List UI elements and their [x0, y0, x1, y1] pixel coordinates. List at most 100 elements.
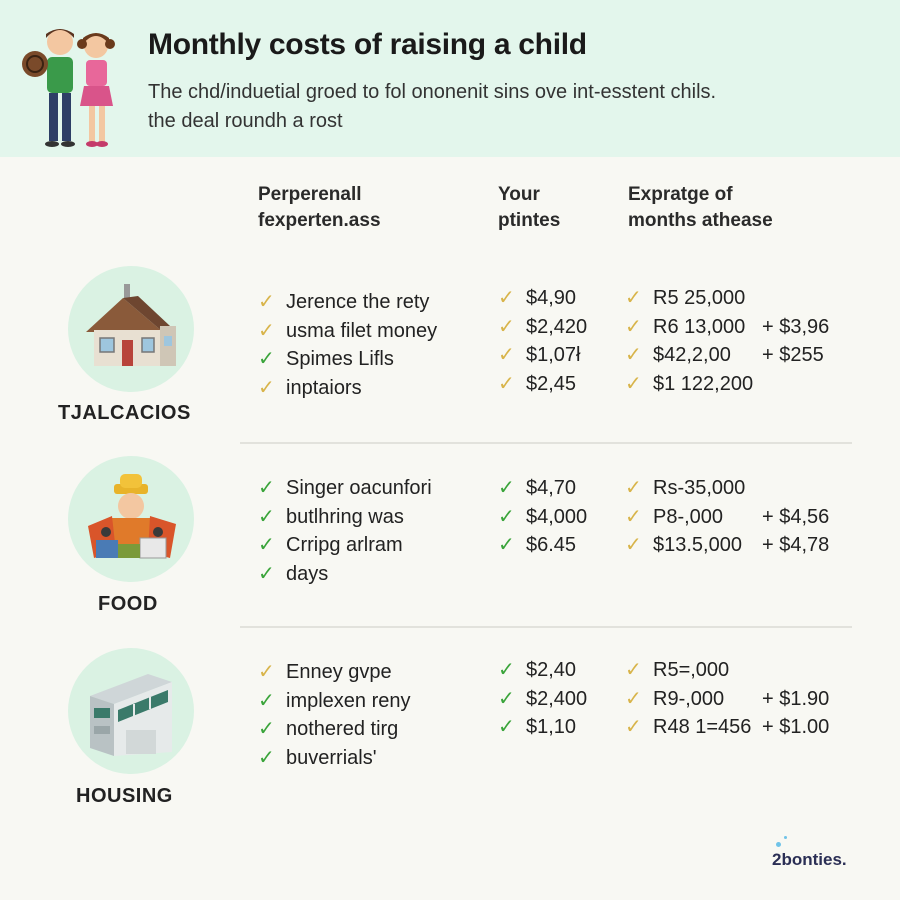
check-icon: ✓: [258, 291, 275, 313]
value-item: ✓ $4,000: [498, 503, 587, 532]
value-item: ✓ R48 1=456: [625, 713, 751, 742]
item-list: ✓ Enney gvpe ✓ implexen reny ✓ nothered tir…: [258, 658, 411, 772]
list-item: ✓ nothered tirg: [258, 715, 411, 744]
check-icon: ✓: [625, 505, 642, 528]
value-item: ✓ $2,45: [498, 370, 587, 399]
category-label: TJALCACIOS: [58, 402, 191, 424]
check-icon: ✓: [258, 746, 275, 769]
check-icon: ✓: [625, 716, 642, 738]
column-header-expratge: Expratge of months athease: [628, 182, 773, 234]
check-icon: ✓: [498, 315, 515, 338]
column-header-line: Your: [498, 184, 540, 205]
check-icon: ✓: [498, 344, 515, 366]
logo-dot-icon: [784, 836, 787, 839]
check-icon: ✓: [258, 376, 275, 399]
value-item: ✓ R5=,000: [625, 656, 751, 685]
building-icon: [68, 648, 194, 774]
value-item: ✓ Rs-35,000: [625, 474, 745, 503]
column-header-your: Your ptintes: [498, 182, 560, 234]
check-icon: ✓: [258, 319, 275, 342]
value-item: ✓ $1 122,200: [625, 370, 753, 399]
extra-values: + $1.90 + $1.00: [762, 656, 829, 742]
list-item: ✓ Enney gvpe: [258, 658, 411, 687]
value-item: ✓ $1,07ł: [498, 341, 587, 370]
check-icon: ✓: [625, 659, 642, 681]
value-item: + $255: [762, 344, 824, 366]
list-item: ✓ implexen reny: [258, 687, 411, 716]
page-title: Monthly costs of raising a child: [148, 28, 587, 61]
value-item: [762, 284, 829, 313]
column-header-personal: Perperenall fexperten.ass: [258, 182, 381, 234]
page-subtitle: The chd/induetial groed to fol ononenit …: [148, 78, 848, 136]
check-icon: ✓: [258, 348, 275, 370]
subtitle-line: The chd/induetial groed to fol ononenit …: [148, 81, 717, 103]
expratge-values: ✓ R5=,000 ✓ R9-,000 ✓ R48 1=456: [625, 656, 751, 742]
check-icon: ✓: [625, 344, 642, 366]
value-item: ✓ R5 25,000: [625, 284, 753, 313]
your-values: ✓ $4,70 ✓ $4,000 ✓ $6.45: [498, 474, 587, 560]
check-icon: ✓: [498, 372, 515, 395]
value-item: ✓ $2,400: [498, 685, 587, 714]
value-item: + $4,56: [762, 505, 830, 528]
extra-values: + $3,96 + $255: [762, 284, 829, 370]
column-header-line: Expratge of: [628, 184, 733, 205]
children-illustration: [22, 29, 115, 147]
value-item: + $4,78: [762, 534, 830, 556]
header-banner: Monthly costs of raising a child The chd…: [0, 0, 900, 157]
check-icon: ✓: [258, 477, 275, 499]
brand-logo: 2bonties.: [772, 850, 847, 869]
column-header-line: fexperten.ass: [258, 210, 381, 231]
column-header-line: months athease: [628, 210, 773, 231]
list-item: ✓ Spimes Lifls: [258, 345, 437, 374]
category-label: FOOD: [98, 593, 158, 615]
check-icon: ✓: [498, 477, 515, 499]
item-list: ✓ Jerence the rety ✓ usma filet money ✓ Spi…: [258, 288, 437, 402]
item-list: ✓ Singer oacunfori ✓ butlhring was ✓ Crripg…: [258, 474, 432, 588]
value-item: ✓ $2,40: [498, 656, 587, 685]
value-item: + $3,96: [762, 315, 830, 338]
check-icon: ✓: [498, 716, 515, 738]
list-item: ✓ Singer oacunfori: [258, 474, 432, 503]
food-basket-icon: [68, 456, 194, 582]
check-icon: ✓: [625, 534, 642, 556]
list-item: ✓ butlhring was: [258, 503, 432, 532]
value-item: [762, 474, 829, 503]
list-item: ✓ buverrials': [258, 744, 411, 773]
check-icon: ✓: [625, 287, 642, 309]
check-icon: ✓: [625, 477, 642, 499]
your-values: ✓ $2,40 ✓ $2,400 ✓ $1,10: [498, 656, 587, 742]
section-divider: [240, 626, 852, 628]
value-item: ✓ P8-,000: [625, 503, 745, 532]
value-item: + $1.00: [762, 716, 830, 738]
subtitle-line: the deal roundh a rost: [148, 110, 343, 132]
check-icon: ✓: [498, 534, 515, 556]
house-icon: [68, 266, 194, 392]
list-item: ✓ days: [258, 560, 432, 589]
check-icon: ✓: [625, 315, 642, 338]
check-icon: ✓: [258, 505, 275, 528]
logo-dot-icon: [776, 842, 781, 847]
value-item: ✓ $42,2,00: [625, 341, 753, 370]
check-icon: ✓: [498, 505, 515, 528]
value-item: + $1.90: [762, 687, 830, 710]
list-item: ✓ inptaiors: [258, 374, 437, 403]
list-item: ✓ Jerence the rety: [258, 288, 437, 317]
expratge-values: ✓ R5 25,000 ✓ R6 13,000 ✓ $42,2,00 ✓ $1 122,…: [625, 284, 753, 398]
list-item: ✓ Crripg arlram: [258, 531, 432, 560]
value-item: ✓ $1,10: [498, 713, 587, 742]
value-item: ✓ $6.45: [498, 531, 587, 560]
check-icon: ✓: [258, 562, 275, 585]
check-icon: ✓: [258, 534, 275, 556]
column-header-line: ptintes: [498, 210, 561, 231]
your-values: ✓ $4,90 ✓ $2,420 ✓ $1,07ł ✓ $2,45: [498, 284, 587, 398]
expratge-values: ✓ Rs-35,000 ✓ P8-,000 ✓ $13.5,000: [625, 474, 745, 560]
section-divider: [240, 442, 852, 444]
check-icon: ✓: [498, 287, 515, 309]
value-item: ✓ $4,90: [498, 284, 587, 313]
column-header-line: Perperenall: [258, 184, 362, 205]
check-icon: ✓: [258, 689, 275, 712]
value-item: ✓ $13.5,000: [625, 531, 745, 560]
extra-values: + $4,56 + $4,78: [762, 474, 829, 560]
value-item: ✓ $4,70: [498, 474, 587, 503]
check-icon: ✓: [625, 372, 642, 395]
